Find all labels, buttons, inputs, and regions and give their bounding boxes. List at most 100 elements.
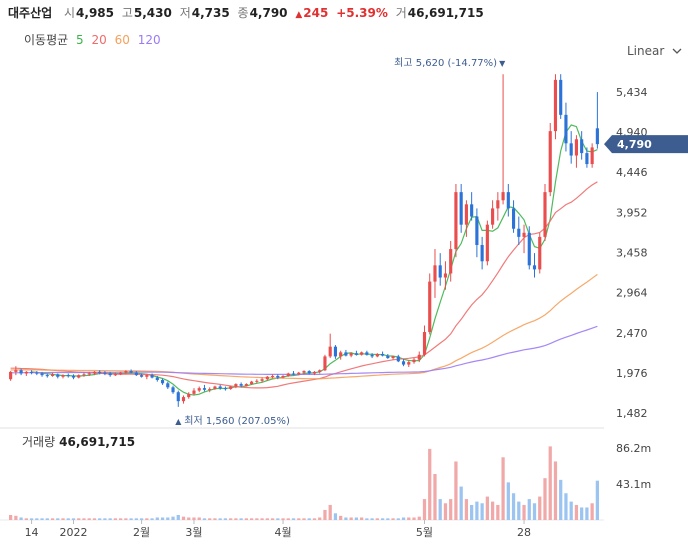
high-value: 5,430 xyxy=(133,6,172,20)
volume-bar xyxy=(454,461,458,520)
time-tick-label: 28 xyxy=(517,526,531,539)
candle-body xyxy=(433,265,437,282)
volume-bar xyxy=(244,518,248,520)
candle-body xyxy=(255,380,259,382)
volume-bar xyxy=(349,517,353,520)
price-tag-background xyxy=(604,135,688,154)
candle-body xyxy=(543,192,547,237)
candle-body xyxy=(564,114,568,144)
candle-body xyxy=(45,375,49,377)
candle-body xyxy=(522,232,526,237)
volume-bar xyxy=(113,518,118,520)
volume-bar xyxy=(192,517,196,520)
volume-bar xyxy=(129,518,133,520)
volume-bar xyxy=(61,518,65,520)
volume-bar xyxy=(574,504,579,520)
volume-bar xyxy=(480,503,484,520)
candle-body xyxy=(213,386,217,389)
candle-body xyxy=(166,383,170,388)
volume-bar xyxy=(422,499,427,520)
volume-bar xyxy=(103,518,107,520)
volume-bar xyxy=(150,518,154,520)
volume-bar xyxy=(538,496,542,520)
volume-bar xyxy=(35,518,39,520)
candles xyxy=(9,74,599,407)
volume-bar xyxy=(580,507,584,520)
volume-bar xyxy=(464,499,469,520)
volume-bar xyxy=(234,518,238,520)
candle-body xyxy=(87,373,91,375)
candle-body xyxy=(103,372,107,374)
candle-body xyxy=(113,374,117,376)
volume-label: 거 xyxy=(395,6,407,20)
volume-bar xyxy=(360,517,364,520)
candle-body xyxy=(208,388,212,390)
candle-body xyxy=(281,375,285,378)
candle-body xyxy=(339,352,343,357)
scale-toggle[interactable]: Linear xyxy=(627,44,682,58)
volume-bar xyxy=(281,518,285,520)
current-price-tag: 4,790 xyxy=(604,135,688,154)
volume-bar xyxy=(166,517,170,520)
low-annotation-label: 최저 1,560 (207.05%) xyxy=(184,415,290,427)
volume-bar xyxy=(14,515,18,520)
candle-body xyxy=(30,371,34,373)
volume-bar xyxy=(318,517,322,520)
volume-tick-label: 86.2m xyxy=(616,442,651,455)
candle-body xyxy=(381,353,385,356)
volume-bar xyxy=(82,518,86,520)
candle-body xyxy=(318,370,322,372)
candle-body xyxy=(459,192,463,225)
volume-bar xyxy=(354,517,359,520)
high-label: 고 xyxy=(121,6,133,20)
scale-label: Linear xyxy=(627,44,665,58)
volume-bar xyxy=(19,517,23,520)
volume-bar xyxy=(307,518,311,520)
price-tick-label: 3,952 xyxy=(616,206,648,219)
candle-body xyxy=(538,236,542,270)
candle-body xyxy=(155,377,159,381)
candle-body xyxy=(417,354,421,360)
candle-body xyxy=(82,374,86,376)
volume-bar xyxy=(56,518,60,520)
candle-body xyxy=(532,265,537,270)
candle-body xyxy=(9,371,13,380)
candle-body xyxy=(181,397,186,402)
ma-5-legend[interactable]: 5 xyxy=(76,33,84,47)
time-tick-label: 2월 xyxy=(133,526,150,539)
candle-body xyxy=(50,374,55,376)
volume-legend: 거래량 46,691,715 xyxy=(22,433,135,450)
candle-body xyxy=(344,352,348,356)
candle-body xyxy=(202,388,207,390)
candle-body xyxy=(312,371,317,374)
candle-body xyxy=(229,386,233,389)
volume-bar xyxy=(176,514,180,520)
candle-body xyxy=(270,375,275,377)
volume-legend-label: 거래량 xyxy=(22,435,56,449)
volume-bar xyxy=(229,518,233,520)
volume-bar xyxy=(490,501,495,520)
volume-bar xyxy=(265,518,269,520)
ma-20-legend[interactable]: 20 xyxy=(91,33,107,47)
candle-body xyxy=(129,371,133,373)
change-percent: +5.39% xyxy=(336,6,388,20)
time-tick-label: 5월 xyxy=(416,526,433,539)
candle-body xyxy=(501,192,505,201)
ma-120-legend[interactable]: 120 xyxy=(137,33,161,47)
chevron-down-icon xyxy=(672,48,682,54)
candle-body xyxy=(71,375,76,378)
candle-body xyxy=(386,355,390,359)
volume-bar xyxy=(187,517,191,520)
volume-bar xyxy=(223,518,228,520)
candle-body xyxy=(375,353,379,357)
price-tick-label: 2,470 xyxy=(616,327,648,340)
volume-bar xyxy=(160,517,165,520)
price-tick-label: 5,434 xyxy=(616,86,648,99)
ma-20-line xyxy=(10,181,598,389)
candle-body xyxy=(574,139,578,156)
ma-60-legend[interactable]: 60 xyxy=(114,33,130,47)
candle-body xyxy=(464,204,468,225)
time-tick-label: 3월 xyxy=(185,526,202,539)
close-value: 4,790 xyxy=(249,6,288,20)
